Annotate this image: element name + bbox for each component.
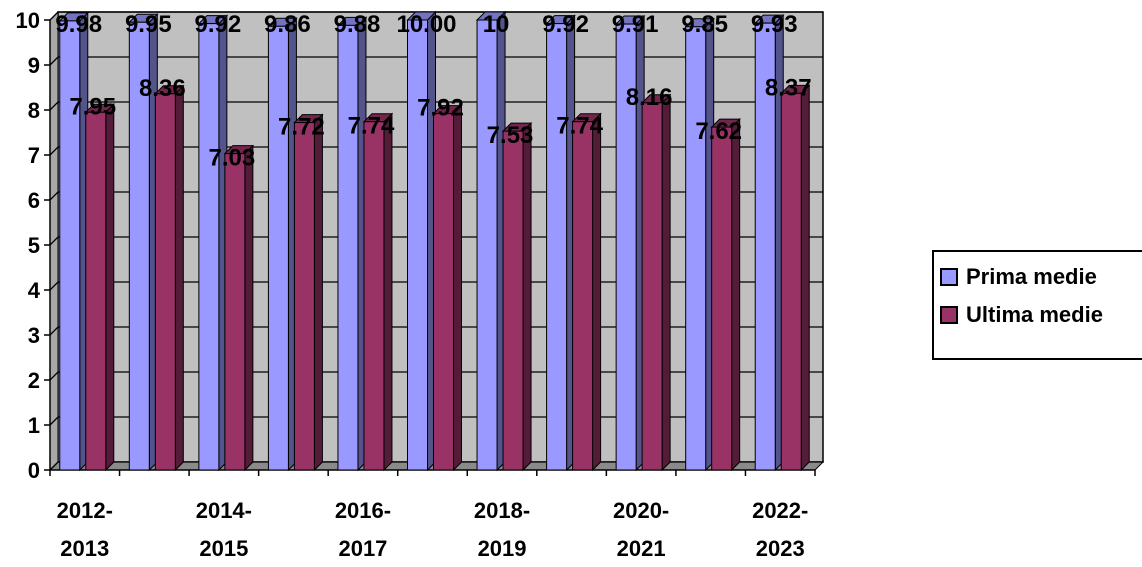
legend-item-prima-medie: Prima medie (940, 264, 1097, 290)
bar-prima-medie (337, 24, 359, 471)
data-label-ultima-medie: 8.16 (626, 84, 673, 111)
bar-ultima-medie (433, 113, 454, 471)
bar-ultima-medie (154, 93, 176, 471)
bar-prima-medie (59, 20, 81, 471)
bar-side (731, 117, 741, 472)
x-tick-label: 2020- (613, 498, 669, 523)
bar-prima-medie (198, 23, 220, 471)
x-tick-label: 2023 (756, 536, 805, 561)
y-tick-label: 8 (28, 98, 40, 123)
bar-ultima-medie (502, 130, 524, 471)
data-label-ultima-medie: 7.62 (695, 118, 742, 145)
bar-prima-medie (546, 23, 568, 471)
legend-label-ultima-medie: Ultima medie (966, 302, 1103, 327)
data-label-ultima-medie: 7.92 (417, 95, 464, 122)
data-label-ultima-medie: 7.72 (278, 114, 325, 141)
bar-side (522, 121, 532, 472)
bar-prima-medie (615, 23, 637, 471)
y-tick-label: 9 (28, 53, 40, 78)
bar-side (453, 104, 462, 472)
data-label-ultima-medie: 7.03 (209, 145, 256, 172)
x-tick-label: 2019 (478, 536, 527, 561)
data-label-prima-medie: 9.86 (264, 11, 311, 38)
x-tick-label: 2013 (60, 536, 109, 561)
bar-prima-medie (128, 21, 150, 471)
data-label-prima-medie: 9.95 (125, 11, 172, 38)
y-tick-label: 4 (28, 278, 41, 303)
bar-ultima-medie (572, 121, 594, 471)
x-tick-label: 2018- (474, 498, 530, 523)
bar-side (244, 144, 254, 472)
data-label-prima-medie: 9.92 (195, 11, 242, 38)
x-tick-label: 2021 (617, 536, 666, 561)
y-tick-label: 1 (28, 413, 40, 438)
legend-swatch-ultima-medie (940, 306, 958, 324)
bar-ultima-medie (641, 102, 663, 471)
bar-prima-medie (267, 25, 289, 471)
data-label-prima-medie: 9.92 (542, 11, 589, 38)
bar-ultima-medie (293, 122, 315, 471)
gridline (49, 11, 823, 21)
bar-prima-medie (754, 22, 776, 471)
x-tick-label: 2012- (57, 498, 113, 523)
bar-ultima-medie (224, 153, 246, 471)
data-label-ultima-medie: 7.74 (348, 113, 395, 140)
bar-side (105, 103, 115, 472)
data-label-prima-medie: 9.85 (681, 11, 728, 38)
x-tick-label: 2016- (335, 498, 391, 523)
bar-prima-medie (476, 19, 498, 471)
bar-ultima-medie (711, 126, 733, 471)
bar-side (383, 112, 393, 472)
data-label-ultima-medie: 7.74 (556, 113, 603, 140)
bar-side (800, 84, 810, 472)
bar-prima-medie (685, 26, 707, 471)
data-label-prima-medie: 10.00 (396, 11, 456, 38)
x-tick-label: 2022- (752, 498, 808, 523)
x-tick-label: 2017 (338, 536, 387, 561)
bar-ultima-medie (85, 111, 107, 471)
y-tick-label: 0 (28, 458, 40, 483)
y-tick-label: 7 (28, 143, 40, 168)
y-tick-label: 2 (28, 368, 40, 393)
x-tick-label: 2015 (199, 536, 248, 561)
data-label-ultima-medie: 8.37 (765, 74, 812, 101)
y-tick-label: 5 (28, 233, 40, 258)
legend: Prima medie Ultima medie (932, 250, 1142, 360)
bar-ultima-medie (363, 121, 385, 471)
data-label-ultima-medie: 7.95 (69, 93, 116, 120)
y-tick-label: 10 (16, 8, 40, 33)
bar-side (313, 113, 323, 472)
data-label-prima-medie: 9.88 (334, 11, 381, 38)
bar-side (592, 112, 602, 472)
bar-prima-medie (407, 19, 428, 471)
data-label-prima-medie: 9.93 (751, 11, 798, 38)
data-label-prima-medie: 10 (483, 11, 510, 38)
legend-swatch-prima-medie (940, 268, 958, 286)
y-tick-label: 3 (28, 323, 40, 348)
data-label-ultima-medie: 7.53 (487, 122, 534, 149)
x-tick-label: 2014- (196, 498, 252, 523)
bar-side (174, 84, 184, 472)
data-label-prima-medie: 9.98 (55, 11, 102, 38)
legend-label-prima-medie: Prima medie (966, 264, 1097, 289)
data-label-ultima-medie: 8.36 (139, 75, 186, 102)
bar-side (661, 93, 671, 472)
y-tick-label: 6 (28, 188, 40, 213)
data-label-prima-medie: 9.91 (612, 11, 659, 38)
bar-ultima-medie (780, 92, 802, 471)
legend-item-ultima-medie: Ultima medie (940, 302, 1103, 328)
